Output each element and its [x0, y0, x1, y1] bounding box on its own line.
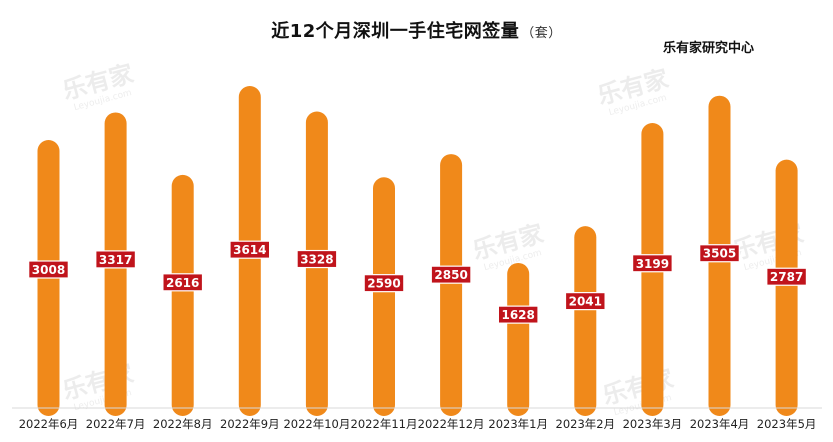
chart-title-unit: （套）: [521, 26, 562, 41]
x-tick-label-5: 2022年10月: [283, 417, 350, 431]
data-label-2: 3317: [99, 253, 132, 267]
x-tick-label-11: 2023年4月: [690, 417, 750, 431]
data-label-bg-8: [497, 305, 539, 324]
x-tick-label-3: 2022年8月: [153, 417, 213, 431]
data-label-bg-4: [229, 240, 271, 259]
data-label-bg-10: [631, 254, 673, 273]
x-tick-label-7: 2022年12月: [418, 417, 485, 431]
data-label-7: 2850: [434, 268, 467, 282]
data-label-11: 3505: [703, 247, 736, 261]
bar-9: [574, 226, 597, 416]
data-label-5: 3328: [300, 253, 333, 267]
data-label-bg-7: [430, 265, 472, 284]
x-axis-ticks: 2022年6月 2022年7月 2022年8月 2022年9月 2022年10月 2022…: [19, 417, 817, 431]
data-label-bg-5: [296, 249, 338, 269]
data-label-1: 3008: [32, 263, 65, 277]
bar-6: [373, 177, 395, 416]
data-label-9: 2041: [569, 295, 602, 309]
chart-title-text: 近12个月深圳一手住宅网签量: [271, 21, 520, 42]
bar-12: [775, 159, 798, 416]
data-label-8: 1628: [501, 308, 534, 322]
data-labels: 3008 3317 2616 3614 3328 2590 2850 1628 2041 3199…: [28, 240, 807, 324]
bar-3: [171, 174, 194, 416]
x-tick-label-10: 2023年3月: [623, 417, 683, 431]
x-tick-label-12: 2023年5月: [757, 417, 817, 431]
x-tick-label-4: 2022年9月: [220, 417, 280, 431]
data-label-10: 3199: [636, 257, 669, 271]
data-label-12: 2787: [770, 270, 803, 284]
data-label-bg-11: [699, 244, 740, 263]
x-tick-label-1: 2022年6月: [19, 417, 79, 431]
data-label-bg-9: [564, 292, 606, 311]
data-label-bg-6: [363, 274, 405, 293]
x-tick-label-8: 2023年1月: [488, 417, 548, 431]
bar-7: [440, 154, 463, 416]
bar-8: [507, 262, 530, 416]
data-label-bg-3: [162, 273, 204, 292]
data-label-3: 2616: [166, 276, 199, 290]
x-tick-label-9: 2023年2月: [556, 417, 616, 431]
source-label: 乐有家研究中心: [663, 41, 755, 56]
data-label-bg-2: [95, 250, 137, 269]
data-label-6: 2590: [367, 277, 400, 291]
x-tick-label-6: 2022年11月: [351, 417, 418, 431]
data-label-4: 3614: [233, 243, 266, 257]
chart-title: 近12个月深圳一手住宅网签量 （套）: [0, 17, 833, 43]
bar-series: [37, 86, 798, 417]
data-label-bg-1: [28, 260, 69, 279]
x-tick-label-2: 2022年7月: [86, 417, 146, 431]
data-label-bg-12: [766, 267, 807, 286]
